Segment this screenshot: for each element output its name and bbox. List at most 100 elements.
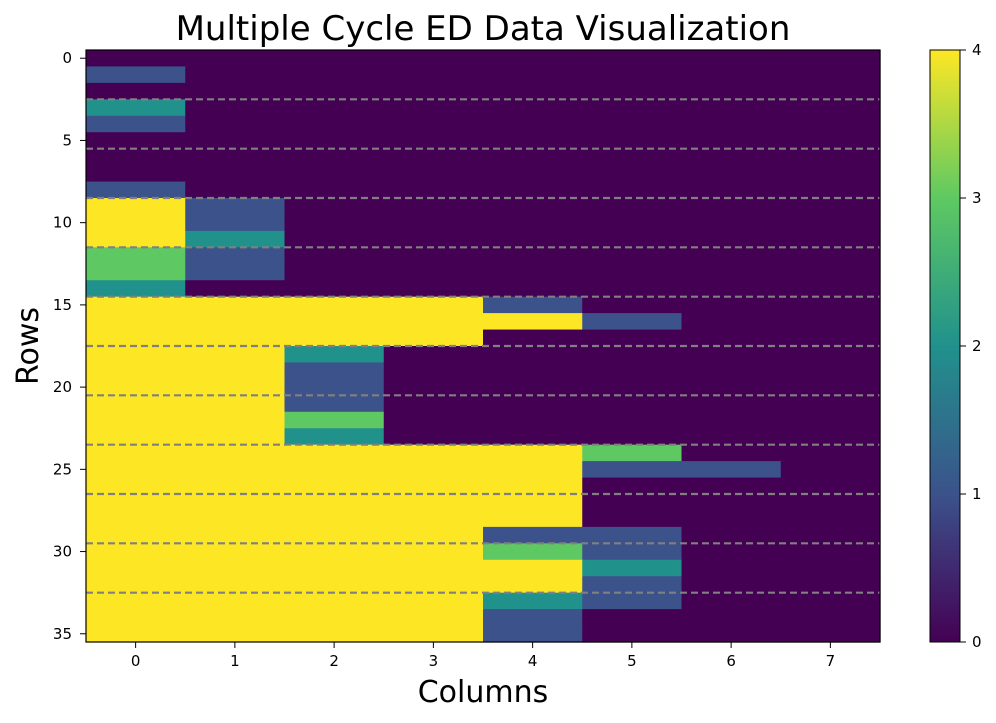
heatmap-cell	[582, 395, 683, 413]
heatmap-cell	[582, 428, 683, 446]
heatmap-cell	[86, 181, 186, 199]
heatmap-cell	[582, 296, 683, 314]
heatmap-cell	[284, 543, 385, 561]
heatmap-cell	[780, 444, 881, 462]
heatmap-cell	[383, 263, 484, 281]
heatmap-cell	[185, 576, 286, 594]
heatmap-cell	[582, 362, 683, 380]
heatmap-cell	[582, 559, 683, 577]
heatmap-cell	[383, 66, 484, 84]
heatmap-cell	[383, 99, 484, 117]
heatmap-cell	[483, 214, 583, 232]
heatmap-cell	[284, 115, 385, 133]
heatmap-cell	[284, 263, 385, 281]
heatmap-cell	[284, 378, 385, 396]
heatmap-cell	[483, 165, 583, 183]
heatmap-cell	[780, 230, 881, 248]
heatmap-cell	[681, 346, 782, 364]
heatmap-cell	[582, 510, 683, 528]
heatmap-cell	[284, 198, 385, 216]
heatmap-cell	[780, 198, 881, 216]
heatmap-cell	[681, 280, 782, 298]
heatmap-cell	[582, 329, 683, 347]
heatmap-cell	[185, 99, 286, 117]
heatmap-cell	[582, 247, 683, 265]
heatmap-cell	[780, 82, 881, 100]
heatmap-cell	[383, 247, 484, 265]
heatmap-cell	[284, 592, 385, 610]
heatmap-cell	[483, 395, 583, 413]
heatmap-cell	[681, 625, 782, 643]
heatmap-cell	[483, 263, 583, 281]
heatmap-cell	[383, 346, 484, 364]
heatmap-cell	[185, 165, 286, 183]
colorbar-tick-label: 1	[972, 485, 982, 503]
heatmap-cell	[86, 526, 186, 544]
heatmap-cell	[284, 510, 385, 528]
heatmap-cell	[582, 609, 683, 627]
heatmap-cell	[483, 559, 583, 577]
heatmap-cell	[185, 494, 286, 512]
heatmap-cell	[185, 428, 286, 446]
heatmap-cell	[86, 132, 186, 150]
heatmap-cell	[780, 296, 881, 314]
heatmap-cell	[681, 378, 782, 396]
heatmap-cell	[483, 115, 583, 133]
heatmap-cell	[780, 461, 881, 479]
heatmap-cell	[582, 82, 683, 100]
heatmap-cell	[582, 313, 683, 331]
heatmap-cell	[86, 592, 186, 610]
heatmap-cell	[185, 263, 286, 281]
heatmap-cell	[284, 280, 385, 298]
heatmap-cell	[582, 230, 683, 248]
heatmap-cell	[483, 50, 583, 68]
heatmap-cell	[86, 263, 186, 281]
heatmap-cell	[681, 494, 782, 512]
heatmap-cell	[383, 296, 484, 314]
heatmap-cell	[185, 609, 286, 627]
heatmap-cell	[780, 313, 881, 331]
heatmap-cell	[185, 592, 286, 610]
colorbar-tick-label: 2	[972, 337, 982, 355]
heatmap-cell	[780, 181, 881, 199]
heatmap-cell	[780, 526, 881, 544]
heatmap-cell	[284, 444, 385, 462]
y-tick-label: 25	[53, 460, 72, 478]
heatmap-cell	[582, 115, 683, 133]
heatmap-cell	[86, 362, 186, 380]
y-tick-label: 5	[62, 131, 72, 149]
x-axis-label: Columns	[418, 675, 549, 710]
heatmap-cell	[383, 280, 484, 298]
heatmap-cell	[681, 198, 782, 216]
x-axis-ticks: 0 1 2 3 4 5 6 7	[131, 642, 835, 670]
heatmap-cell	[780, 576, 881, 594]
heatmap-cell	[780, 148, 881, 166]
heatmap-cell	[582, 50, 683, 68]
heatmap-cell	[383, 592, 484, 610]
heatmap-cell	[483, 148, 583, 166]
heatmap-cell	[284, 526, 385, 544]
heatmap-cell	[284, 99, 385, 117]
heatmap-cell	[185, 214, 286, 232]
heatmap-cell	[284, 625, 385, 643]
heatmap-cell	[582, 378, 683, 396]
heatmap-cell	[185, 378, 286, 396]
heatmap-cell	[185, 280, 286, 298]
heatmap-cell	[780, 428, 881, 446]
heatmap-cell	[86, 346, 186, 364]
heatmap-cell	[681, 395, 782, 413]
heatmap-cell	[185, 461, 286, 479]
heatmap-cell	[284, 609, 385, 627]
heatmap-cell	[185, 411, 286, 429]
heatmap-cell	[86, 296, 186, 314]
heatmap-cell	[185, 82, 286, 100]
heatmap-cell	[780, 592, 881, 610]
heatmap-cell	[780, 115, 881, 133]
x-tick-label: 7	[826, 652, 836, 670]
heatmap-cell	[582, 592, 683, 610]
heatmap-cell	[780, 411, 881, 429]
heatmap-cell	[185, 625, 286, 643]
heatmap-cell	[383, 132, 484, 150]
dashed-separators	[86, 98, 880, 594]
heatmap-cell	[681, 477, 782, 495]
